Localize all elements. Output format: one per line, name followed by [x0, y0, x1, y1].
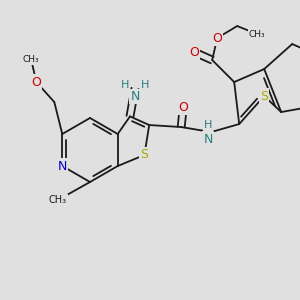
Text: H: H [204, 120, 212, 130]
Text: CH₃: CH₃ [49, 195, 67, 205]
Text: N: N [58, 160, 67, 172]
Text: H: H [121, 80, 129, 90]
Text: CH₃: CH₃ [249, 29, 266, 38]
Text: O: O [189, 46, 199, 59]
Text: N: N [130, 90, 140, 103]
Text: CH₃: CH₃ [23, 56, 40, 64]
Text: methoxy: methoxy [31, 57, 38, 58]
Text: N: N [203, 133, 213, 146]
Text: S: S [260, 89, 268, 103]
Text: S: S [140, 148, 148, 161]
Text: O: O [212, 32, 222, 44]
Text: H: H [141, 80, 149, 90]
Text: O: O [31, 76, 41, 88]
Text: O: O [178, 100, 188, 113]
